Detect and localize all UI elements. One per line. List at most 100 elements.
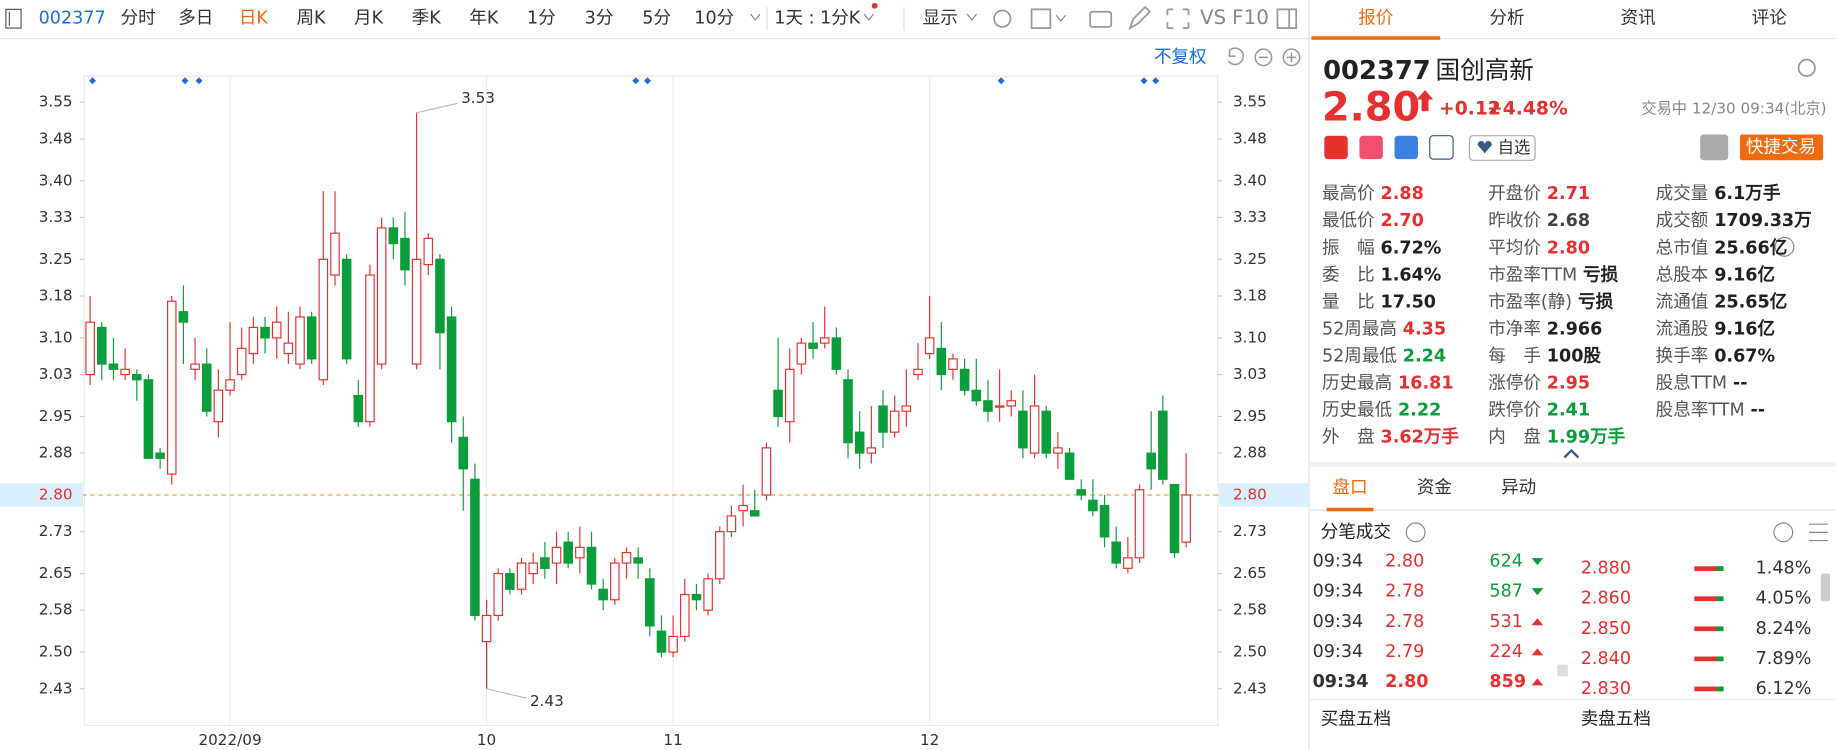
candle-body — [656, 630, 667, 653]
candle-body — [575, 546, 585, 559]
info-icon[interactable] — [1405, 522, 1426, 543]
candle-body — [155, 452, 165, 459]
camera-icon[interactable] — [1089, 10, 1113, 28]
candle-body — [1158, 410, 1168, 480]
trade-time: 09:34 — [1313, 612, 1364, 632]
candle-body — [131, 373, 142, 381]
candle-body — [493, 572, 504, 617]
period-tab[interactable]: 季K — [412, 9, 442, 29]
y-tick-label: 2.88 — [39, 444, 73, 462]
bell-icon[interactable] — [1700, 134, 1729, 161]
stat-label: 总股本 — [1656, 265, 1709, 285]
period-tab[interactable]: 月K — [354, 9, 384, 29]
box-icon[interactable] — [1030, 8, 1052, 29]
flag-icon[interactable] — [1324, 135, 1348, 160]
panel-tab[interactable]: 评论 — [1752, 9, 1788, 29]
y2-tick-label: 3.40 — [1233, 171, 1267, 189]
annotation-leader — [486, 688, 527, 699]
candle-body — [1123, 557, 1133, 569]
trade-volume: 859 — [1489, 672, 1526, 692]
list-icon[interactable] — [1809, 523, 1828, 542]
period-tab[interactable]: 3分 — [585, 9, 614, 29]
period-tab[interactable]: 多日 — [178, 9, 213, 29]
stat-value: 1709.33万 — [1714, 211, 1812, 231]
tag-icon[interactable] — [1394, 135, 1418, 160]
stat-label: 涨停价 — [1488, 373, 1541, 393]
adjust-button[interactable]: 不复权 — [1154, 47, 1207, 67]
reset-icon[interactable] — [1227, 47, 1245, 66]
period-tab[interactable]: 5分 — [642, 9, 671, 29]
stat-value: 2.80 — [1547, 238, 1590, 258]
menu-icon[interactable] — [5, 8, 22, 29]
trade-price: 2.78 — [1385, 582, 1424, 602]
interval-select[interactable]: 1天 : 1分K — [774, 9, 861, 29]
display-menu[interactable]: 显示 — [923, 9, 958, 29]
candle-body — [668, 635, 678, 653]
period-tab[interactable]: 日K — [239, 9, 269, 29]
more-icon[interactable] — [1773, 522, 1794, 543]
dropdown-caret[interactable] — [966, 13, 978, 21]
candle-body — [913, 368, 923, 376]
stat-label: 最高价 — [1322, 184, 1375, 204]
flash-icon[interactable] — [1359, 135, 1383, 160]
sub-tab[interactable]: 资金 — [1417, 478, 1453, 498]
candle-body — [1029, 405, 1040, 454]
settings-icon[interactable] — [993, 9, 1012, 28]
collapse-icon[interactable] — [1563, 448, 1580, 459]
dropdown-caret[interactable] — [750, 13, 761, 21]
period-tab[interactable]: 10分 — [694, 9, 734, 29]
panel-tab[interactable]: 资讯 — [1621, 9, 1656, 29]
period-tab[interactable]: 周K — [296, 9, 326, 29]
candle-body — [621, 552, 632, 564]
candle-body — [1088, 499, 1098, 512]
panel-tab[interactable]: 分析 — [1489, 9, 1524, 29]
period-tab[interactable]: 分时 — [121, 9, 156, 29]
candle-body — [201, 363, 212, 412]
sub-tab[interactable]: 异动 — [1501, 478, 1536, 498]
y2-tick-label: 3.03 — [1233, 365, 1267, 383]
zoom-out-icon[interactable] — [1254, 48, 1273, 67]
dropdown-caret[interactable] — [863, 13, 874, 21]
panel-icon[interactable] — [1276, 8, 1298, 29]
stat-label: 跌停价 — [1488, 400, 1541, 420]
y-tick-label: 3.03 — [39, 365, 73, 383]
candle-body — [831, 337, 842, 370]
stat-value: 4.35 — [1403, 319, 1446, 339]
period-tab[interactable]: 年K — [469, 9, 499, 29]
quote-code: 002377 — [1323, 56, 1431, 86]
stock-code[interactable]: 002377 — [39, 9, 106, 29]
quick-trade-button[interactable] — [1739, 134, 1824, 161]
panel-tab[interactable]: 报价 — [1358, 9, 1394, 29]
candle-body — [108, 363, 119, 370]
trade-volume: 531 — [1489, 612, 1523, 632]
trades-title: 分笔成交 — [1321, 522, 1391, 542]
sub-tab[interactable]: 盘口 — [1333, 478, 1368, 498]
fullscreen-icon[interactable] — [1166, 8, 1190, 29]
candle-body — [726, 515, 737, 533]
y2-tick-label: 3.33 — [1233, 208, 1267, 226]
y2-tick-label: 2.43 — [1233, 679, 1267, 697]
quote-settings[interactable] — [1797, 58, 1816, 77]
candle-body — [878, 405, 888, 433]
candle-body — [271, 321, 282, 339]
dropdown-caret[interactable] — [1055, 14, 1066, 22]
vs-button[interactable]: VS — [1200, 6, 1226, 29]
trade-direction — [1531, 558, 1544, 566]
f10-button[interactable]: F10 — [1232, 6, 1269, 29]
stat-value: 亏损 — [1583, 264, 1619, 285]
scrollbar[interactable] — [1820, 573, 1831, 602]
candle-body — [1006, 400, 1017, 407]
period-tab[interactable]: 1分 — [527, 9, 556, 29]
book-price: 2.850 — [1581, 619, 1631, 639]
y2-tick-label: 2.65 — [1233, 564, 1267, 582]
candle-body — [819, 337, 830, 344]
trade-volume: 587 — [1489, 582, 1523, 602]
note-icon[interactable] — [1429, 135, 1454, 160]
pen-icon[interactable] — [1128, 5, 1152, 31]
stat-value: 1.64% — [1380, 265, 1441, 285]
stat-label: 振 幅 — [1322, 238, 1375, 258]
book-bar — [1716, 626, 1724, 632]
more-icon[interactable] — [1774, 236, 1795, 257]
stat-label: 市盈率TTM — [1488, 265, 1577, 285]
zoom-in-icon[interactable] — [1282, 48, 1301, 67]
